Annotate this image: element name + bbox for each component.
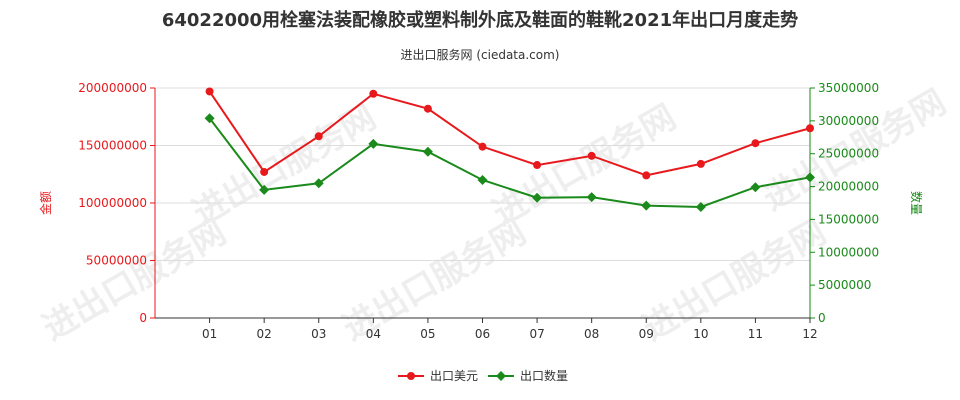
series-point-2 (477, 175, 488, 185)
series-point-1 (806, 124, 814, 133)
legend-marker-2 (496, 371, 506, 381)
left-tick-label: 100000000 (78, 196, 147, 210)
x-tick-label: 11 (748, 327, 763, 341)
right-tick-label: 20000000 (818, 180, 879, 194)
right-tick-label: 5000000 (818, 278, 871, 292)
series-point-2 (204, 113, 215, 124)
x-tick-label: 05 (420, 327, 435, 341)
x-tick-label: 07 (529, 327, 544, 341)
series-point-2 (586, 192, 597, 203)
series-point-1 (369, 89, 378, 98)
series-point-2 (750, 182, 761, 193)
series-point-2 (368, 138, 379, 149)
left-tick-label: 200000000 (78, 81, 147, 95)
x-tick-label: 06 (475, 327, 490, 341)
right-tick-label: 35000000 (818, 81, 879, 95)
x-tick-label: 02 (257, 327, 272, 341)
chart-title: 64022000用栓塞法装配橡胶或塑料制外底及鞋面的鞋靴2021年出口月度走势 (161, 10, 799, 31)
series-point-1 (587, 151, 596, 160)
series-point-2 (422, 146, 433, 157)
x-tick-label: 04 (366, 327, 381, 341)
series-line-1 (208, 90, 811, 177)
legend-marker-1 (407, 372, 415, 380)
series-point-1 (751, 139, 760, 148)
left-tick-label: 50000000 (86, 254, 147, 268)
series-point-1 (423, 104, 432, 113)
series-point-2 (313, 178, 324, 189)
series-point-1 (642, 171, 651, 180)
watermark-text: 进出口服务网 (486, 97, 683, 234)
series-point-2 (641, 200, 652, 211)
series-line-2 (208, 117, 811, 208)
series-point-2 (259, 184, 270, 195)
x-tick-label: 09 (639, 327, 654, 341)
x-tick-label: 01 (202, 327, 217, 341)
series-point-1 (478, 142, 487, 151)
right-tick-label: 30000000 (818, 114, 879, 128)
chart-subtitle: 进出口服务网 (ciedata.com) (400, 48, 560, 62)
right-tick-label: 15000000 (818, 212, 879, 226)
right-axis-title: 数量 (909, 191, 924, 215)
left-axis-title: 金额 (38, 191, 53, 215)
series-point-2 (532, 192, 543, 203)
watermark-text: 进出口服务网 (186, 97, 383, 234)
right-tick-label: 25000000 (818, 147, 879, 161)
x-tick-label: 03 (311, 327, 326, 341)
x-tick-label: 10 (693, 327, 708, 341)
series-point-1 (533, 161, 542, 170)
left-tick-label: 0 (139, 311, 147, 325)
legend-label-2: 出口数量 (520, 368, 568, 383)
series-point-2 (805, 172, 815, 183)
right-tick-label: 10000000 (818, 245, 879, 259)
legend-label-1: 出口美元 (430, 369, 478, 383)
x-tick-label: 12 (802, 327, 817, 341)
left-tick-label: 150000000 (78, 139, 147, 153)
series-point-1 (260, 167, 269, 176)
series-point-1 (205, 87, 214, 96)
series-point-1 (314, 132, 323, 141)
series-point-1 (696, 159, 705, 168)
series-point-2 (695, 201, 706, 212)
right-tick-label: 0 (818, 311, 826, 325)
x-tick-label: 08 (584, 327, 599, 341)
